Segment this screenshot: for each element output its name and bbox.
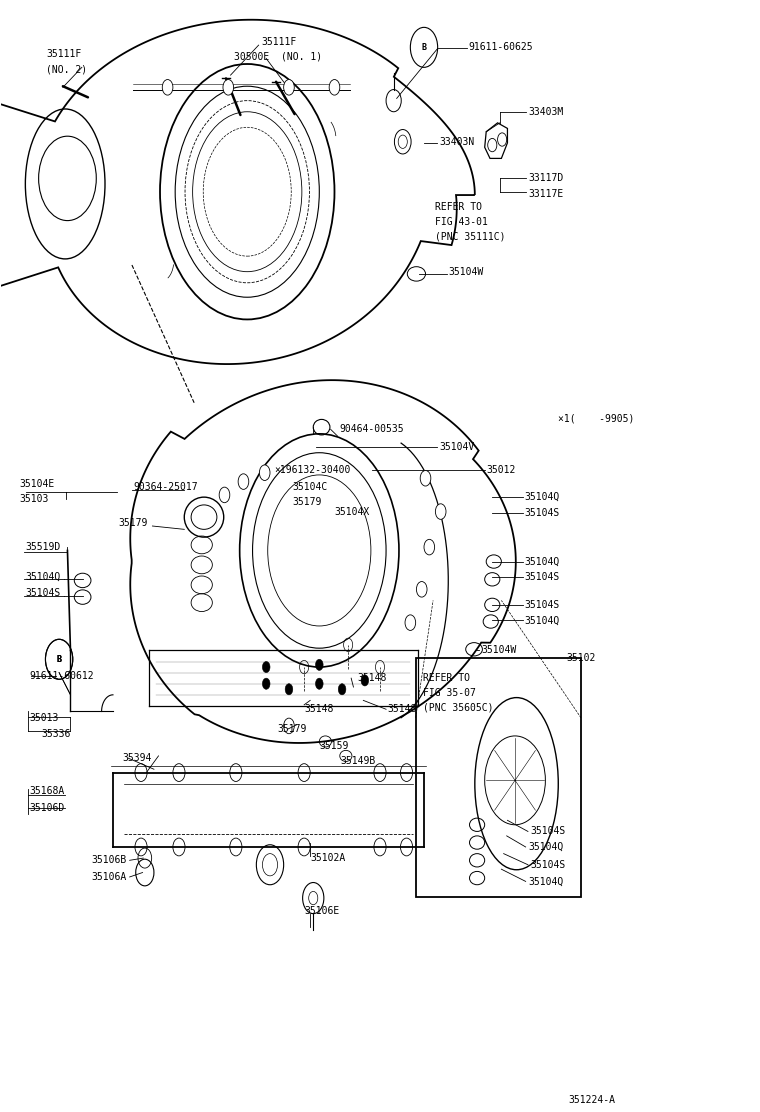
Text: 35104E: 35104E [20, 479, 55, 489]
Text: 90464-00535: 90464-00535 [340, 425, 404, 435]
Text: 35104S: 35104S [524, 572, 559, 582]
Bar [416, 658, 581, 897]
Text: 35106B: 35106B [92, 855, 127, 865]
Text: 35104W: 35104W [481, 645, 516, 655]
Text: 35102: 35102 [566, 653, 595, 663]
Text: 35104W: 35104W [448, 267, 483, 277]
Text: 35519D: 35519D [26, 543, 61, 553]
Text: FIG 35-07: FIG 35-07 [423, 687, 476, 697]
Text: 35103: 35103 [20, 495, 49, 505]
Text: 35106E: 35106E [304, 906, 340, 916]
Circle shape [262, 662, 270, 673]
Circle shape [338, 684, 346, 695]
Circle shape [163, 80, 173, 96]
Text: 35148: 35148 [357, 673, 387, 683]
Text: 35111F: 35111F [261, 37, 297, 47]
Text: 33403M: 33403M [528, 107, 563, 117]
Text: 35104S: 35104S [524, 508, 559, 518]
Circle shape [315, 659, 323, 671]
Text: 30500E  (NO. 1): 30500E (NO. 1) [234, 51, 322, 61]
Text: 35104Q: 35104Q [524, 493, 559, 503]
Text: 35106D: 35106D [30, 803, 65, 813]
Text: 91611-60612: 91611-60612 [30, 671, 94, 681]
Text: 35168A: 35168A [30, 786, 65, 796]
Circle shape [424, 539, 435, 555]
Text: 33117E: 33117E [528, 189, 563, 199]
Circle shape [283, 80, 294, 96]
Text: (NO. 2): (NO. 2) [46, 64, 87, 75]
Text: 35148: 35148 [388, 704, 417, 714]
Circle shape [259, 465, 270, 480]
Text: 35104S: 35104S [26, 587, 61, 597]
Text: 33403N: 33403N [439, 137, 474, 147]
Text: 35104Q: 35104Q [528, 876, 563, 886]
Text: 90364-25017: 90364-25017 [134, 483, 198, 493]
Text: ×1(    -9905): ×1( -9905) [559, 414, 635, 424]
Circle shape [329, 80, 340, 96]
Text: FIG 43-01: FIG 43-01 [435, 217, 487, 227]
Circle shape [315, 678, 323, 689]
Text: 35159: 35159 [319, 741, 349, 751]
Text: 35149B: 35149B [340, 756, 375, 766]
Circle shape [361, 675, 369, 686]
Circle shape [238, 474, 249, 489]
Text: 35104S: 35104S [524, 599, 559, 609]
Circle shape [405, 615, 416, 631]
Text: B: B [56, 655, 62, 664]
Text: 35104Q: 35104Q [524, 556, 559, 566]
Text: 35394: 35394 [122, 753, 151, 763]
Text: B: B [56, 655, 62, 664]
Text: 33117D: 33117D [528, 173, 563, 183]
Circle shape [416, 582, 427, 597]
Text: 35104Q: 35104Q [528, 842, 563, 852]
Text: 35104Q: 35104Q [524, 615, 559, 625]
Text: 35104S: 35104S [530, 860, 565, 870]
Circle shape [435, 504, 446, 519]
Text: 35104S: 35104S [530, 826, 565, 836]
Text: ×196132-30400: ×196132-30400 [274, 466, 350, 476]
Text: 35148: 35148 [304, 704, 334, 714]
Text: (PNC 35111C): (PNC 35111C) [435, 231, 505, 241]
Text: B: B [422, 43, 426, 52]
Text: 91611-60625: 91611-60625 [469, 42, 534, 52]
Text: 35106A: 35106A [92, 872, 127, 882]
Circle shape [285, 684, 293, 695]
Text: 35104C: 35104C [293, 483, 328, 493]
Circle shape [420, 470, 431, 486]
Text: REFER TO: REFER TO [435, 202, 482, 212]
Text: 351224-A: 351224-A [568, 1095, 615, 1105]
Circle shape [262, 678, 270, 689]
Circle shape [219, 487, 230, 503]
Text: REFER TO: REFER TO [423, 673, 470, 683]
Text: 35104Q: 35104Q [26, 572, 61, 582]
Text: (PNC 35605C): (PNC 35605C) [423, 702, 494, 712]
Text: 35104X: 35104X [334, 507, 369, 517]
Text: 35179: 35179 [293, 497, 322, 507]
Text: 35102A: 35102A [310, 853, 346, 863]
Text: 35104V: 35104V [439, 443, 474, 453]
Text: 35336: 35336 [41, 728, 70, 738]
Text: 35179: 35179 [277, 724, 307, 734]
Text: 35179: 35179 [119, 518, 147, 528]
Text: 35012: 35012 [486, 466, 515, 476]
Text: 35111F: 35111F [46, 49, 81, 59]
Text: 35013: 35013 [30, 713, 59, 723]
Circle shape [223, 80, 233, 96]
